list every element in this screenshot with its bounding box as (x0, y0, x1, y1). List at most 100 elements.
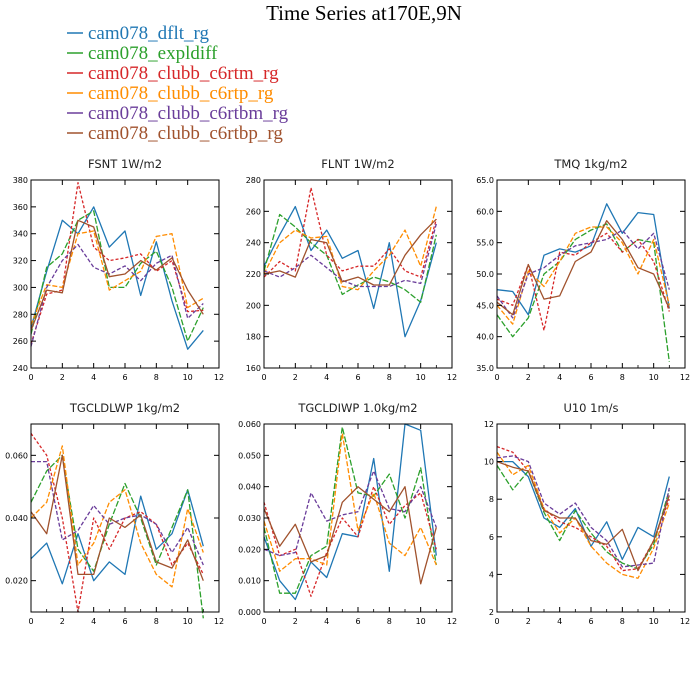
panel-title: FSNT 1W/m2 (88, 157, 162, 171)
y-tick-label: 2 (489, 608, 494, 617)
y-tick-label: 0.010 (238, 577, 261, 586)
x-tick-label: 8 (387, 373, 392, 382)
legend-item: cam078_clubb_c6rtbp_rg (67, 123, 283, 144)
legend-item: cam078_expldiff (67, 43, 218, 64)
panel-title: TGCLDIWP 1.0kg/m2 (297, 401, 417, 415)
legend-item: cam078_clubb_c6rtm_rg (67, 63, 279, 84)
legend-label: cam078_expldiff (88, 43, 218, 64)
x-tick-label: 10 (649, 617, 659, 626)
plot-frame (496, 423, 686, 613)
y-tick-label: 12 (484, 420, 494, 429)
series-line (30, 243, 204, 347)
x-tick-label: 0 (28, 373, 33, 382)
y-tick-label: 280 (246, 176, 261, 185)
panel-title: TGCLDLWP 1kg/m2 (69, 401, 180, 415)
x-tick-label: 8 (154, 373, 159, 382)
series-line (496, 455, 670, 568)
y-tick-label: 40.0 (476, 333, 494, 342)
series-line (30, 182, 204, 344)
series-line (263, 486, 437, 585)
panel-2: FLNT 1W/m2 0 2 4 6 8 10 12 160 180 200 220 240 260 280 (246, 157, 457, 382)
x-tick-label: 4 (557, 373, 562, 382)
x-tick-label: 2 (526, 617, 531, 626)
x-tick-label: 4 (91, 617, 96, 626)
legend-item: cam078_dflt_rg (67, 23, 210, 44)
series-line (263, 205, 437, 338)
series-line (30, 433, 204, 613)
y-tick-label: 380 (13, 176, 28, 185)
series-line (31, 460, 204, 566)
x-tick-label: 8 (154, 617, 159, 626)
series-line (496, 445, 670, 572)
series-line (496, 232, 670, 332)
x-tick-label: 12 (447, 373, 457, 382)
x-tick-label: 12 (214, 373, 224, 382)
y-tick-label: 0.000 (238, 608, 261, 617)
y-tick-label: 60.0 (476, 207, 494, 216)
series-line (263, 223, 437, 288)
figure-title: Time Series at170E,9N (266, 1, 462, 25)
series-line (496, 465, 670, 570)
y-tick-label: 0.040 (238, 483, 261, 492)
y-tick-label: 260 (246, 207, 261, 216)
y-tick-label: 0.060 (238, 420, 261, 429)
series-line (263, 423, 437, 601)
x-tick-label: 12 (447, 617, 457, 626)
x-tick-label: 4 (91, 373, 96, 382)
x-tick-label: 2 (293, 373, 298, 382)
x-tick-label: 10 (183, 617, 193, 626)
x-tick-label: 10 (416, 617, 426, 626)
x-tick-label: 6 (588, 617, 593, 626)
y-tick-label: 200 (246, 301, 261, 310)
series-line (263, 426, 437, 594)
y-tick-label: 8 (489, 495, 494, 504)
x-tick-label: 0 (261, 373, 266, 382)
series-line (30, 489, 204, 585)
y-tick-label: 0.040 (5, 514, 28, 523)
y-tick-label: 45.0 (476, 301, 494, 310)
x-tick-label: 8 (620, 617, 625, 626)
series-line (496, 226, 670, 325)
series-line (496, 220, 670, 316)
y-tick-label: 320 (13, 257, 28, 266)
x-tick-label: 2 (60, 373, 65, 382)
legend-item: cam078_clubb_c6rtbm_rg (67, 103, 289, 124)
y-tick-label: 260 (13, 337, 28, 346)
y-tick-label: 35.0 (476, 364, 494, 373)
x-tick-label: 12 (214, 617, 224, 626)
x-tick-label: 6 (355, 373, 360, 382)
panel-title: TMQ 1kg/m2 (553, 157, 627, 171)
x-tick-label: 12 (680, 373, 690, 382)
panel-5: TGCLDIWP 1.0kg/m2 0 2 4 6 8 10 12 0.000 0.010 0.02… (238, 401, 457, 626)
y-tick-label: 0.060 (5, 451, 28, 460)
y-tick-label: 280 (13, 310, 28, 319)
y-tick-label: 6 (489, 533, 494, 542)
x-tick-label: 8 (387, 617, 392, 626)
series-line (496, 203, 670, 316)
series-line (30, 445, 204, 588)
series-line (496, 451, 670, 579)
series-line (497, 460, 670, 561)
panel-title: FLNT 1W/m2 (321, 157, 394, 171)
series-line (30, 206, 204, 350)
legend-label: cam078_dflt_rg (88, 23, 210, 44)
x-tick-label: 10 (649, 373, 659, 382)
y-tick-label: 180 (246, 333, 261, 342)
series-line (30, 454, 204, 581)
y-tick-label: 240 (13, 364, 28, 373)
legend-item: cam078_clubb_c6rtp_rg (67, 83, 274, 104)
y-tick-label: 65.0 (476, 176, 494, 185)
panel-1: FSNT 1W/m2 0 2 4 6 8 10 12 240 260 280 300 320 340 360… (13, 157, 224, 382)
series-line (30, 219, 204, 331)
y-tick-label: 240 (246, 239, 261, 248)
panel-3: TMQ 1kg/m2 0 2 4 6 8 10 12 35.0 40.0 45.0 50.0 55.0 6… (476, 157, 690, 382)
y-tick-label: 10 (484, 458, 494, 467)
series-line (30, 454, 204, 619)
y-tick-label: 55.0 (476, 239, 494, 248)
y-tick-label: 0.020 (238, 545, 261, 554)
series-line (496, 229, 670, 319)
x-tick-label: 4 (324, 373, 329, 382)
series-line (263, 206, 437, 291)
y-tick-label: 50.0 (476, 270, 494, 279)
